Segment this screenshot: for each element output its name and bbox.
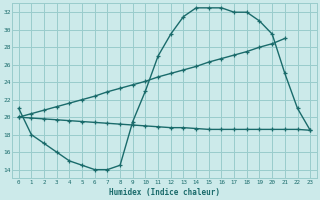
X-axis label: Humidex (Indice chaleur): Humidex (Indice chaleur) bbox=[109, 188, 220, 197]
